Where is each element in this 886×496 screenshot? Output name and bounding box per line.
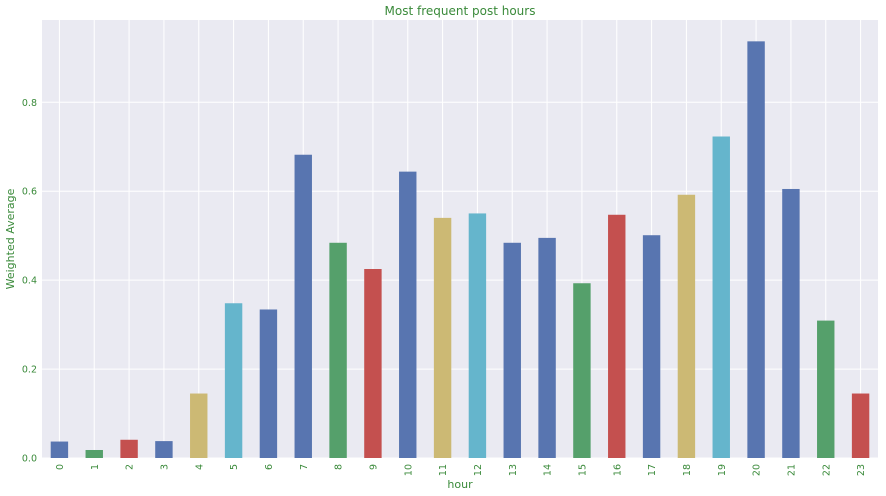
x-tick-label: 19 bbox=[717, 464, 728, 476]
x-tick-label: 23 bbox=[856, 464, 867, 476]
bar-hour-4 bbox=[190, 393, 208, 458]
chart-title: Most frequent post hours bbox=[385, 4, 536, 18]
x-tick-label: 22 bbox=[821, 464, 832, 476]
bar-hour-6 bbox=[259, 309, 278, 458]
bar-hour-10 bbox=[399, 171, 417, 458]
bar-hour-0 bbox=[50, 441, 69, 458]
bar-hour-18 bbox=[677, 194, 696, 459]
x-tick-label: 20 bbox=[752, 464, 763, 476]
y-tick-label: 0.0 bbox=[22, 454, 37, 465]
plot-background bbox=[42, 20, 878, 458]
x-tick-label: 18 bbox=[682, 464, 693, 476]
x-tick-label: 13 bbox=[508, 464, 519, 476]
bar-hour-3 bbox=[155, 441, 173, 458]
x-tick-label: 8 bbox=[334, 464, 345, 470]
bar-hour-11 bbox=[433, 217, 452, 458]
bar-hour-8 bbox=[329, 242, 347, 458]
x-tick-label: 6 bbox=[264, 464, 275, 470]
bar-hour-2 bbox=[120, 439, 138, 458]
bar-hour-7 bbox=[294, 154, 312, 458]
bar-hour-17 bbox=[642, 235, 661, 458]
y-tick-label: 0.8 bbox=[22, 98, 37, 109]
x-tick-label: 12 bbox=[473, 464, 484, 476]
bar-hour-19 bbox=[712, 136, 730, 459]
x-tick-label: 16 bbox=[612, 464, 623, 476]
bar-hour-5 bbox=[224, 303, 243, 458]
y-tick-label: 0.6 bbox=[22, 187, 37, 198]
x-tick-label: 0 bbox=[55, 464, 66, 470]
y-axis-label: Weighted Average bbox=[4, 188, 17, 289]
y-tick-label: 0.2 bbox=[22, 365, 37, 376]
bar-hour-14 bbox=[538, 237, 556, 458]
bar-hour-23 bbox=[851, 393, 870, 458]
bars bbox=[50, 41, 870, 459]
bar-hour-20 bbox=[747, 41, 765, 458]
bar-hour-13 bbox=[503, 242, 521, 458]
x-tick-label: 3 bbox=[159, 464, 170, 470]
x-axis-ticks: 0 1 2 3 4 5 6 7 8 9 10 11 12 13 14 15 16 17 18 19 20 21 22 23 bbox=[55, 464, 867, 476]
bar-hour-15 bbox=[573, 283, 591, 458]
bar-hour-16 bbox=[608, 214, 626, 458]
x-tick-label: 1 bbox=[90, 464, 101, 470]
x-tick-label: 14 bbox=[543, 464, 554, 476]
x-axis-label: hour bbox=[447, 478, 473, 491]
bar-hour-21 bbox=[782, 188, 800, 459]
bar-hour-1 bbox=[85, 449, 103, 458]
y-tick-label: 0.4 bbox=[22, 276, 37, 287]
bar-hour-22 bbox=[817, 320, 835, 458]
x-tick-label: 17 bbox=[647, 464, 658, 476]
x-tick-label: 15 bbox=[577, 464, 588, 476]
bar-hour-9 bbox=[364, 269, 382, 458]
bar-hour-12 bbox=[468, 213, 487, 458]
x-tick-label: 21 bbox=[786, 464, 797, 476]
x-tick-label: 11 bbox=[438, 464, 449, 476]
x-tick-label: 7 bbox=[299, 464, 310, 470]
y-axis-ticks: 0.0 0.2 0.4 0.6 0.8 bbox=[22, 98, 37, 465]
x-tick-label: 4 bbox=[194, 464, 205, 470]
x-tick-label: 10 bbox=[403, 464, 414, 476]
x-tick-label: 9 bbox=[368, 464, 379, 470]
x-tick-label: 2 bbox=[125, 464, 136, 470]
x-tick-label: 5 bbox=[229, 464, 240, 470]
